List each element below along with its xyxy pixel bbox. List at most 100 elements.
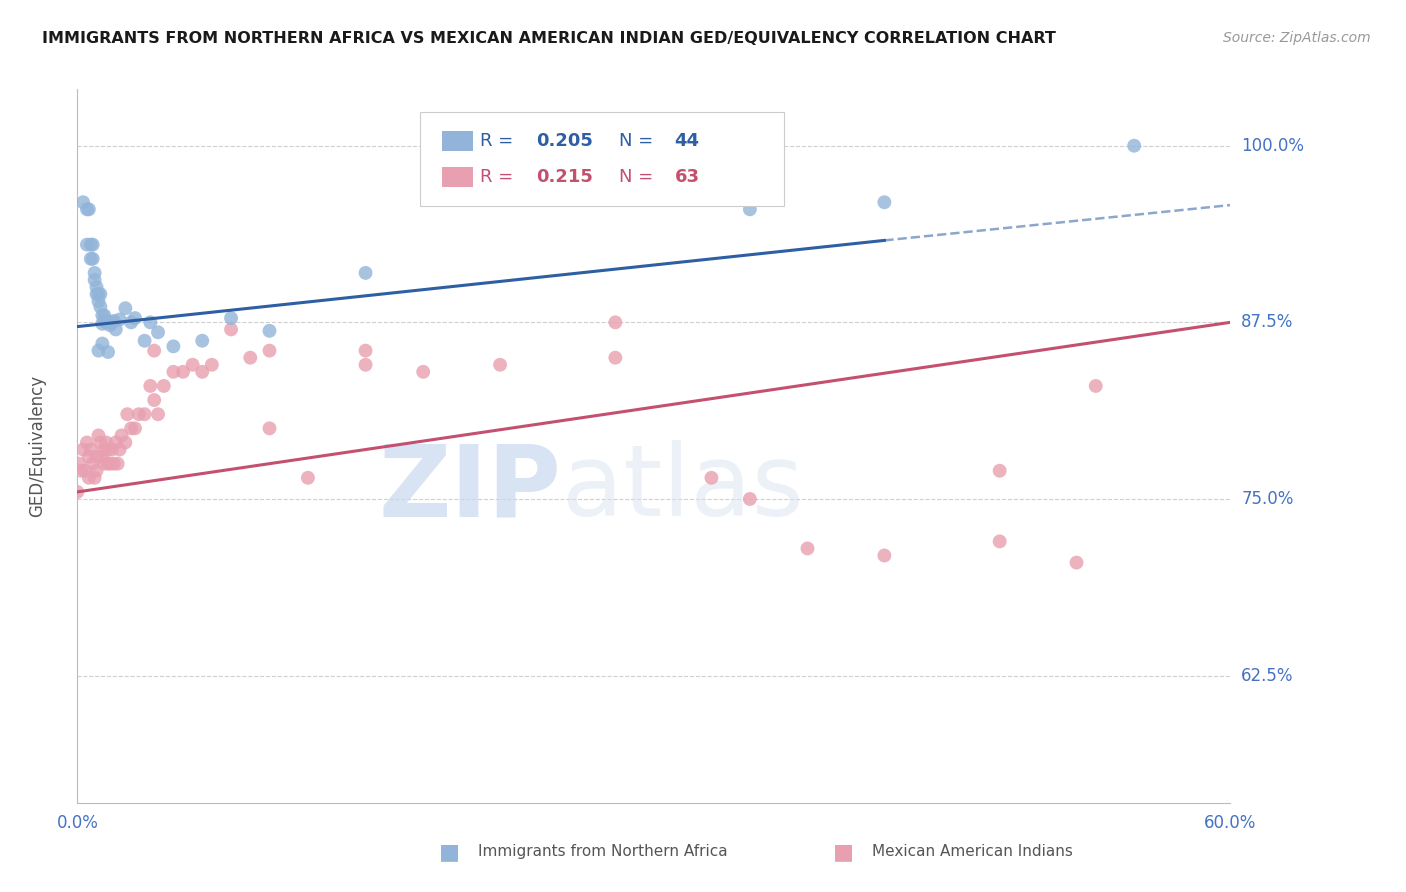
Point [988, 534, 1011, 549]
Point [89, 287, 111, 301]
Point [97, 457, 120, 471]
Point [87, 294, 110, 309]
Point [297, 471, 319, 485]
Point [181, 358, 204, 372]
Point [104, 322, 127, 336]
Point [103, 314, 125, 328]
Point [139, 379, 162, 393]
Text: R =: R = [479, 132, 519, 150]
Point [124, 421, 146, 435]
Point [259, 421, 281, 435]
Point [114, 435, 136, 450]
Point [93, 308, 115, 322]
Point [143, 343, 166, 358]
Text: 0.205: 0.205 [536, 132, 593, 150]
Point [91, 308, 114, 322]
Point [83, 273, 105, 287]
Point [110, 428, 132, 442]
Text: ■: ■ [834, 842, 853, 862]
Point [103, 457, 125, 471]
Point [219, 311, 242, 326]
Point [134, 407, 156, 421]
Point [97, 442, 120, 457]
Text: 60.0%: 60.0% [1204, 814, 1257, 832]
FancyBboxPatch shape [420, 112, 785, 205]
Point [114, 301, 136, 316]
Point [98, 457, 121, 471]
Point [605, 351, 627, 365]
Point [80, 252, 103, 266]
Point [76, 237, 98, 252]
Point [605, 315, 627, 329]
Point [101, 442, 124, 457]
Point [73, 464, 96, 478]
Point [86, 280, 108, 294]
Point [91, 317, 114, 331]
Text: 0.215: 0.215 [536, 168, 593, 186]
Point [738, 491, 761, 506]
Text: 62.5%: 62.5% [1241, 666, 1294, 685]
Text: GED/Equivalency: GED/Equivalency [28, 375, 46, 517]
Text: 100.0%: 100.0% [1241, 136, 1305, 154]
Point [143, 393, 166, 408]
Point [162, 339, 184, 353]
Point [128, 407, 150, 421]
Point [97, 315, 120, 329]
Point [700, 471, 723, 485]
Text: N =: N = [619, 168, 659, 186]
Point [146, 325, 169, 339]
Point [66, 484, 89, 499]
Text: atlas: atlas [561, 441, 803, 537]
Point [354, 266, 377, 280]
Text: 63: 63 [675, 168, 700, 186]
Point [93, 314, 115, 328]
Point [354, 343, 377, 358]
Point [259, 343, 281, 358]
FancyBboxPatch shape [441, 167, 472, 186]
Point [76, 202, 98, 217]
Point [201, 358, 224, 372]
Point [77, 471, 100, 485]
Text: N =: N = [619, 132, 659, 150]
Point [80, 237, 103, 252]
Point [172, 365, 194, 379]
Text: R =: R = [479, 168, 519, 186]
Point [738, 202, 761, 217]
Point [83, 471, 105, 485]
Point [82, 457, 104, 471]
Point [72, 195, 94, 210]
Point [89, 435, 111, 450]
Point [98, 318, 121, 333]
Point [796, 541, 818, 556]
Point [67, 457, 90, 471]
Point [873, 195, 896, 210]
Point [1123, 138, 1146, 153]
Point [259, 324, 281, 338]
Point [72, 442, 94, 457]
Point [87, 287, 110, 301]
Point [89, 300, 111, 314]
Point [134, 334, 156, 348]
Text: IMMIGRANTS FROM NORTHERN AFRICA VS MEXICAN AMERICAN INDIAN GED/EQUIVALENCY CORRE: IMMIGRANTS FROM NORTHERN AFRICA VS MEXIC… [42, 31, 1056, 46]
Point [76, 435, 98, 450]
Point [108, 312, 131, 326]
Point [96, 435, 117, 450]
Point [120, 421, 142, 435]
Text: 44: 44 [675, 132, 700, 150]
Point [87, 428, 110, 442]
Text: ■: ■ [440, 842, 460, 862]
Point [91, 450, 114, 464]
Point [146, 407, 169, 421]
Point [124, 311, 146, 326]
Text: 87.5%: 87.5% [1241, 313, 1294, 331]
Point [82, 252, 104, 266]
Point [489, 358, 512, 372]
Point [988, 464, 1011, 478]
Point [219, 322, 242, 336]
Text: 0.0%: 0.0% [56, 814, 98, 832]
Point [87, 343, 110, 358]
Text: Mexican American Indians: Mexican American Indians [872, 845, 1073, 859]
Point [120, 315, 142, 329]
Text: ZIP: ZIP [378, 441, 561, 537]
Point [86, 450, 108, 464]
